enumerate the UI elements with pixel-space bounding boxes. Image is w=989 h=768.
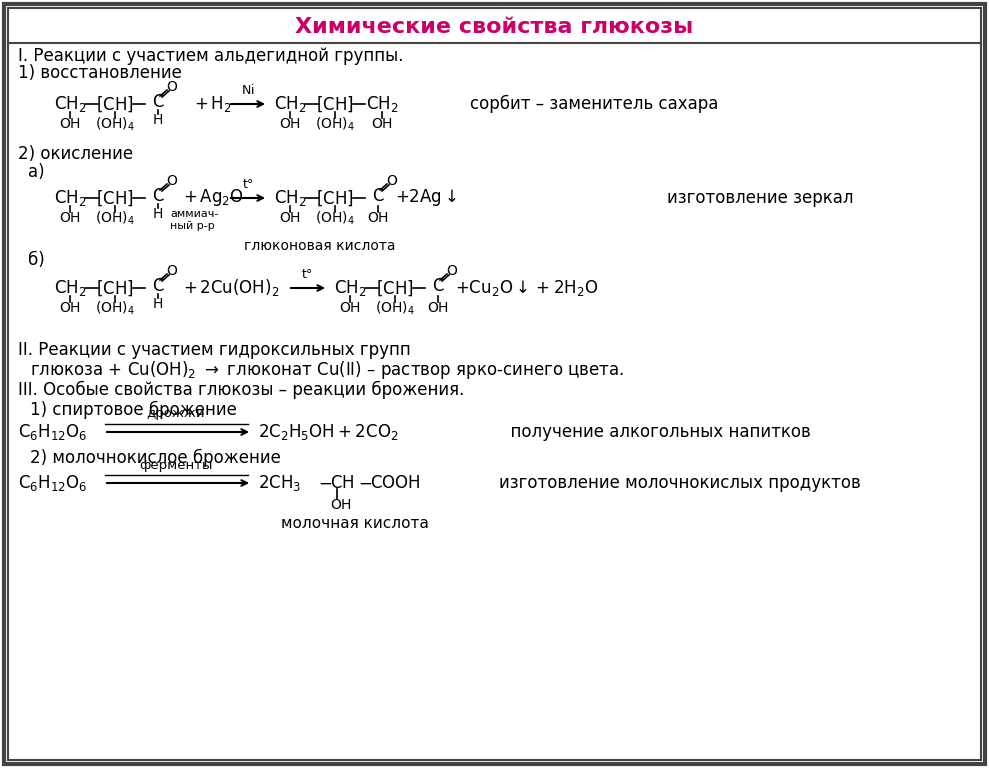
- Text: $\mathsf{O}$: $\mathsf{O}$: [166, 80, 178, 94]
- Text: изготовление зеркал: изготовление зеркал: [667, 189, 854, 207]
- Text: $\mathsf{(OH)_4}$: $\mathsf{(OH)_4}$: [315, 210, 355, 227]
- Text: $\mathsf{OH}$: $\mathsf{OH}$: [339, 301, 361, 315]
- Text: $\mathsf{+\,2Cu(OH)_2}$: $\mathsf{+\,2Cu(OH)_2}$: [183, 277, 279, 299]
- Text: $\mathsf{OH}$: $\mathsf{OH}$: [59, 117, 81, 131]
- Text: $\mathsf{+Cu_2O\downarrow+2H_2O}$: $\mathsf{+Cu_2O\downarrow+2H_2O}$: [455, 278, 598, 298]
- Text: ферменты: ферменты: [139, 458, 213, 472]
- Text: $\mathsf{OH}$: $\mathsf{OH}$: [427, 301, 449, 315]
- Text: $\mathsf{[CH]}$: $\mathsf{[CH]}$: [376, 278, 413, 298]
- Text: $\mathsf{+\,Ag_2O}$: $\mathsf{+\,Ag_2O}$: [183, 187, 243, 208]
- Text: сорбит – заменитель сахара: сорбит – заменитель сахара: [470, 95, 718, 113]
- Text: $\mathsf{O}$: $\mathsf{O}$: [166, 174, 178, 188]
- Text: $\mathsf{H}$: $\mathsf{H}$: [152, 113, 163, 127]
- Text: $\mathsf{+2Ag\downarrow}$: $\mathsf{+2Ag\downarrow}$: [395, 187, 457, 208]
- Text: аммиач-: аммиач-: [170, 209, 219, 219]
- Text: I. Реакции с участием альдегидной группы.: I. Реакции с участием альдегидной группы…: [18, 47, 404, 65]
- Text: $\mathsf{(OH)_4}$: $\mathsf{(OH)_4}$: [375, 300, 415, 316]
- Text: $\mathsf{[CH]}$: $\mathsf{[CH]}$: [316, 94, 354, 114]
- Text: $\mathsf{CH_2}$: $\mathsf{CH_2}$: [366, 94, 399, 114]
- Text: б): б): [28, 251, 45, 269]
- Text: $\mathsf{(OH)_4}$: $\mathsf{(OH)_4}$: [315, 115, 355, 133]
- Text: $\mathsf{Ni}$: $\mathsf{Ni}$: [241, 83, 255, 97]
- Text: $\mathsf{H}$: $\mathsf{H}$: [152, 207, 163, 221]
- Text: $\mathsf{OH}$: $\mathsf{OH}$: [330, 498, 352, 512]
- Text: $\mathsf{C}$: $\mathsf{C}$: [151, 277, 164, 295]
- Text: молочная кислота: молочная кислота: [281, 515, 429, 531]
- Text: II. Реакции с участием гидроксильных групп: II. Реакции с участием гидроксильных гру…: [18, 341, 410, 359]
- Text: $\mathsf{[CH]}$: $\mathsf{[CH]}$: [96, 278, 134, 298]
- Text: $\mathsf{-}$: $\mathsf{-}$: [358, 474, 372, 492]
- Text: $\mathsf{C}$: $\mathsf{C}$: [431, 277, 444, 295]
- Text: $\mathsf{CH_2}$: $\mathsf{CH_2}$: [274, 188, 307, 208]
- Text: $\mathsf{(OH)_4}$: $\mathsf{(OH)_4}$: [95, 115, 135, 133]
- Text: $\mathsf{CH_2}$: $\mathsf{CH_2}$: [53, 188, 86, 208]
- Text: 1) восстановление: 1) восстановление: [18, 64, 182, 82]
- Text: глюконовая кислота: глюконовая кислота: [244, 239, 396, 253]
- Text: $\mathsf{CH_2}$: $\mathsf{CH_2}$: [274, 94, 307, 114]
- Text: $\mathsf{COOH}$: $\mathsf{COOH}$: [370, 474, 420, 492]
- Text: $\mathsf{O}$: $\mathsf{O}$: [166, 264, 178, 278]
- Text: $\mathsf{2CH_3}$: $\mathsf{2CH_3}$: [258, 473, 302, 493]
- Text: $\mathsf{OH}$: $\mathsf{OH}$: [279, 211, 301, 225]
- Text: $\mathsf{CH}$: $\mathsf{CH}$: [330, 474, 354, 492]
- Text: $\mathsf{[CH]}$: $\mathsf{[CH]}$: [316, 188, 354, 208]
- Text: $\mathsf{OH}$: $\mathsf{OH}$: [59, 211, 81, 225]
- Text: $\mathsf{OH}$: $\mathsf{OH}$: [279, 117, 301, 131]
- Text: $\mathsf{[CH]}$: $\mathsf{[CH]}$: [96, 188, 134, 208]
- Text: $\mathsf{CH_2}$: $\mathsf{CH_2}$: [53, 94, 86, 114]
- Text: получение алкогольных напитков: получение алкогольных напитков: [500, 423, 811, 441]
- Text: III. Особые свойства глюкозы – реакции брожения.: III. Особые свойства глюкозы – реакции б…: [18, 381, 465, 399]
- Text: $\mathsf{O}$: $\mathsf{O}$: [386, 174, 398, 188]
- Text: изготовление молочнокислых продуктов: изготовление молочнокислых продуктов: [499, 474, 860, 492]
- Text: $\mathsf{t°}$: $\mathsf{t°}$: [242, 177, 254, 190]
- Text: $\mathsf{OH}$: $\mathsf{OH}$: [367, 211, 389, 225]
- Text: $\mathsf{O}$: $\mathsf{O}$: [446, 264, 458, 278]
- Text: $\mathsf{C}$: $\mathsf{C}$: [151, 187, 164, 205]
- Text: $\mathsf{C_6H_{12}O_6}$: $\mathsf{C_6H_{12}O_6}$: [18, 422, 88, 442]
- Text: 2) молочнокислое брожение: 2) молочнокислое брожение: [30, 449, 281, 467]
- Text: 1) спиртовое брожение: 1) спиртовое брожение: [30, 401, 237, 419]
- Text: $\mathsf{+\,H_2}$: $\mathsf{+\,H_2}$: [194, 94, 231, 114]
- Text: ный р-р: ный р-р: [170, 221, 215, 231]
- Text: $\mathsf{C}$: $\mathsf{C}$: [372, 187, 385, 205]
- Text: а): а): [28, 163, 45, 181]
- Text: $\mathsf{2C_2H_5OH+2CO_2}$: $\mathsf{2C_2H_5OH+2CO_2}$: [258, 422, 399, 442]
- Text: $\mathsf{t°}$: $\mathsf{t°}$: [301, 267, 313, 280]
- Text: $\mathsf{(OH)_4}$: $\mathsf{(OH)_4}$: [95, 210, 135, 227]
- Text: $\mathsf{C_6H_{12}O_6}$: $\mathsf{C_6H_{12}O_6}$: [18, 473, 88, 493]
- Text: $\mathsf{CH_2}$: $\mathsf{CH_2}$: [333, 278, 366, 298]
- Text: $\mathsf{H}$: $\mathsf{H}$: [152, 297, 163, 311]
- Text: $\mathsf{C}$: $\mathsf{C}$: [151, 93, 164, 111]
- Text: дрожжи: дрожжи: [146, 408, 206, 421]
- Text: $\mathsf{-}$: $\mathsf{-}$: [318, 474, 332, 492]
- Text: $\mathsf{[CH]}$: $\mathsf{[CH]}$: [96, 94, 134, 114]
- Text: 2) окисление: 2) окисление: [18, 145, 134, 163]
- Text: Химические свойства глюкозы: Химические свойства глюкозы: [295, 17, 693, 37]
- Text: $\mathsf{OH}$: $\mathsf{OH}$: [371, 117, 393, 131]
- Text: $\mathsf{OH}$: $\mathsf{OH}$: [59, 301, 81, 315]
- Text: глюкоза + Cu(OH)$_2$ $\rightarrow$ глюконат Cu(II) – раствор ярко-синего цвета.: глюкоза + Cu(OH)$_2$ $\rightarrow$ глюко…: [30, 359, 624, 381]
- Text: $\mathsf{CH_2}$: $\mathsf{CH_2}$: [53, 278, 86, 298]
- Text: $\mathsf{(OH)_4}$: $\mathsf{(OH)_4}$: [95, 300, 135, 316]
